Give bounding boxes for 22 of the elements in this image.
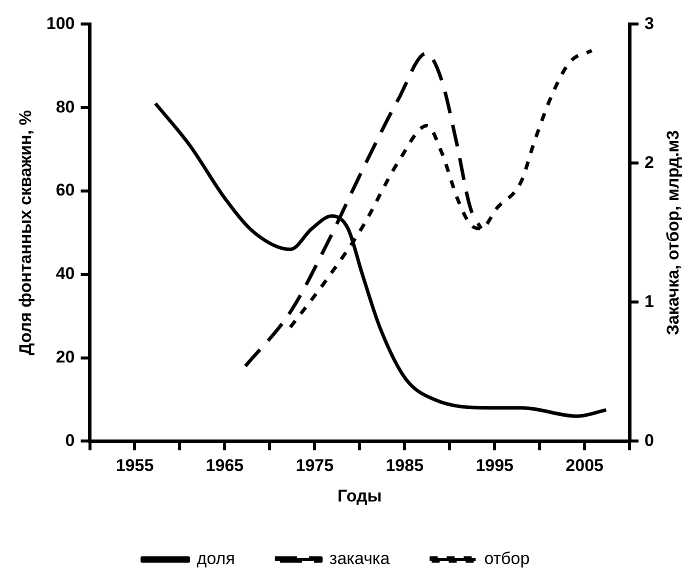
y-tick-label: 60 [56,180,75,200]
y2-tick-label: 0 [644,430,654,450]
x-tick-label: 2005 [566,456,604,476]
x-tick-label: 1995 [476,456,514,476]
x-axis-title: Годы [338,486,382,506]
x-tick-label: 1955 [116,456,154,476]
y2-tick-label: 2 [644,152,654,172]
x-tick-label: 1965 [206,456,244,476]
x-tick-label: 1975 [296,456,334,476]
y-tick-label: 80 [56,97,75,116]
y-tick-label: 0 [65,430,75,450]
y-axis-title: Доля фонтанных скважин, % [16,110,35,356]
legend-label: закачка [329,549,390,568]
y-tick-label: 20 [56,347,75,366]
y-tick-label: 100 [46,14,75,33]
y2-tick-label: 3 [644,14,654,33]
y2-axis-title: Закачка, отбор, млрд.м3 [664,130,683,336]
y2-tick-label: 1 [644,292,654,311]
legend-label: отбор [484,549,530,568]
x-tick-label: 1985 [386,456,424,476]
y-tick-label: 40 [56,264,75,284]
legend-label: доля [196,549,235,568]
